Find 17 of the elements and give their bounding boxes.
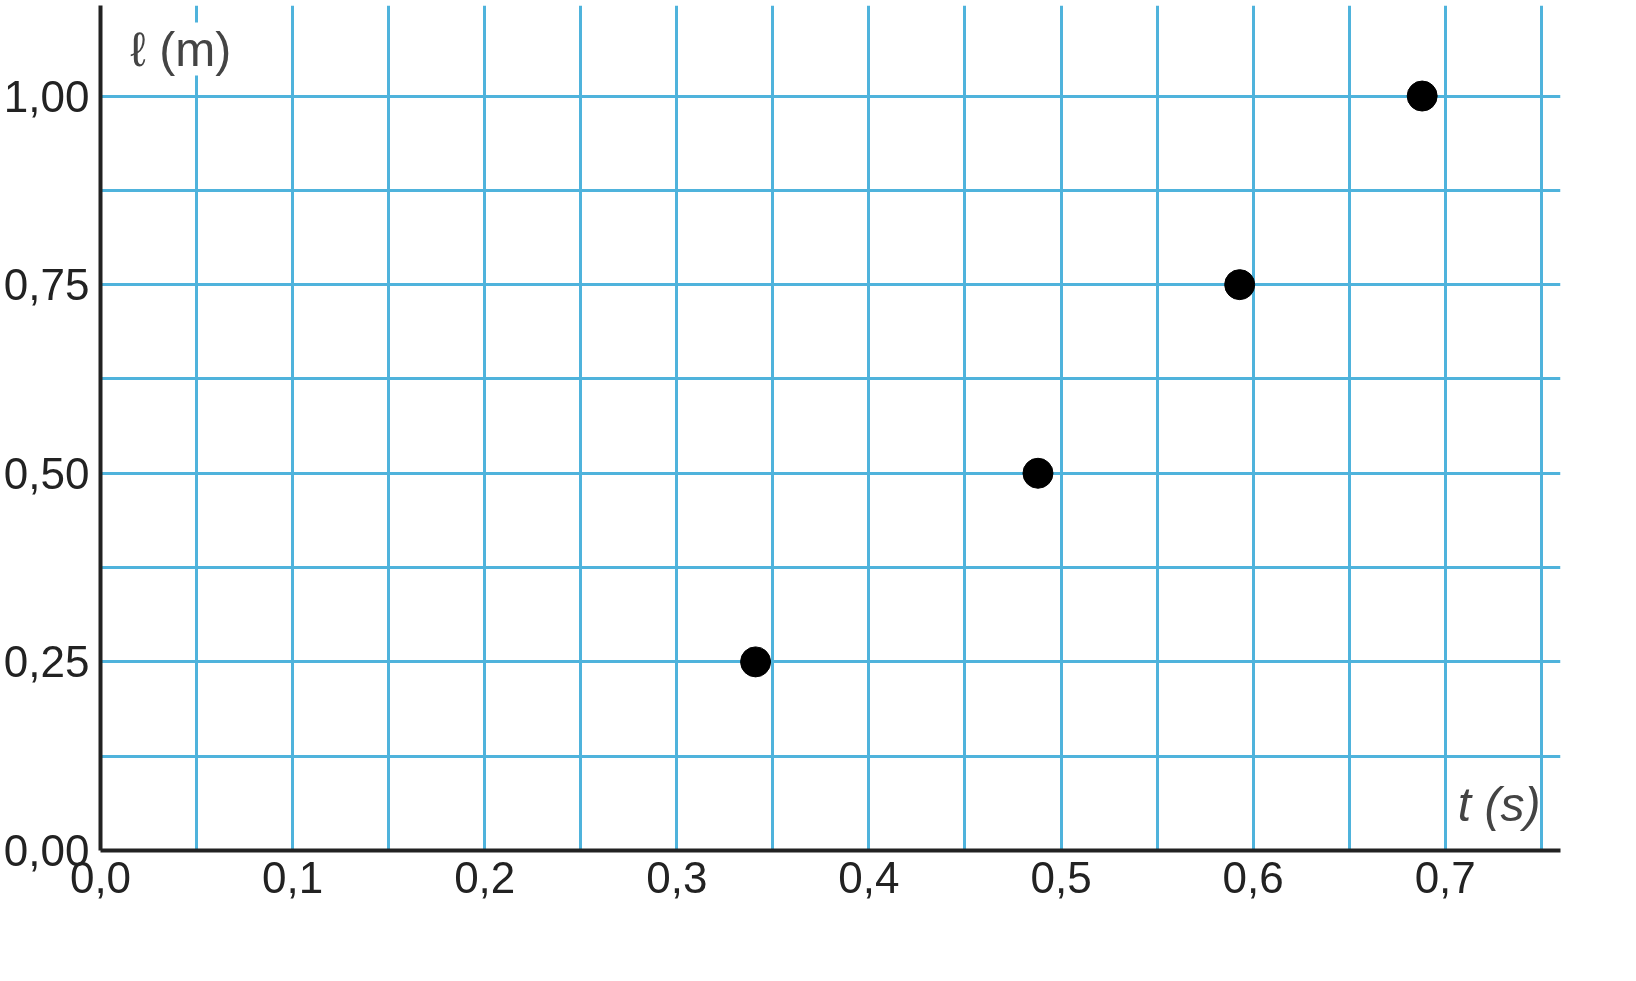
y-tick-label: 0,25: [3, 637, 90, 687]
point: [1406, 80, 1438, 112]
y-tick-label: 1,00: [3, 71, 90, 121]
x-tick-label: 0,5: [1030, 852, 1092, 902]
point: [1022, 457, 1054, 489]
x-tick-label: 0,1: [262, 852, 324, 902]
x-axis-title: t (s): [1457, 777, 1541, 831]
x-tick-label: 0,3: [646, 852, 708, 902]
x-tick-label: 0,6: [1222, 852, 1284, 902]
x-tick-label: 0,4: [838, 852, 900, 902]
x-tick-label: 0,7: [1414, 852, 1476, 902]
y-axis-title: ℓ (m): [130, 22, 232, 76]
y-tick-label: 0,50: [3, 448, 90, 498]
point: [740, 646, 772, 678]
x-tick-label: 0,2: [454, 852, 516, 902]
point: [1224, 269, 1256, 301]
y-tick-label: 0,75: [3, 260, 90, 310]
